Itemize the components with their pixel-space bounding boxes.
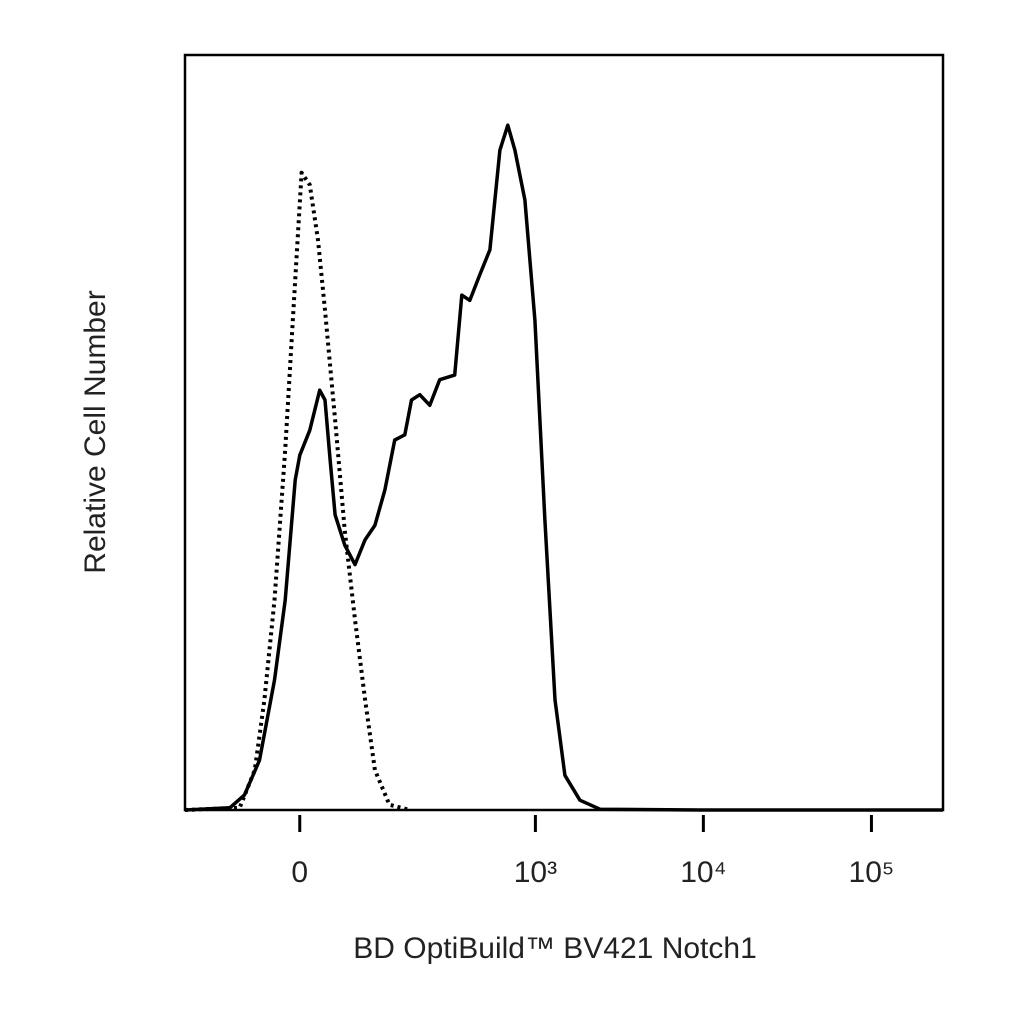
- plot-frame: [183, 53, 945, 812]
- x-axis-label: BD OptiBuild™ BV421 Notch1: [353, 932, 757, 965]
- x-tick-label: 10⁴: [680, 856, 726, 889]
- x-tick-label: 10³: [514, 856, 557, 889]
- histogram-line: [184, 170, 411, 812]
- histogram-line: [184, 123, 943, 812]
- x-tick-label: 10⁵: [849, 856, 895, 889]
- y-axis-label: Relative Cell Number: [79, 290, 112, 573]
- x-tick-label: 0: [291, 856, 308, 889]
